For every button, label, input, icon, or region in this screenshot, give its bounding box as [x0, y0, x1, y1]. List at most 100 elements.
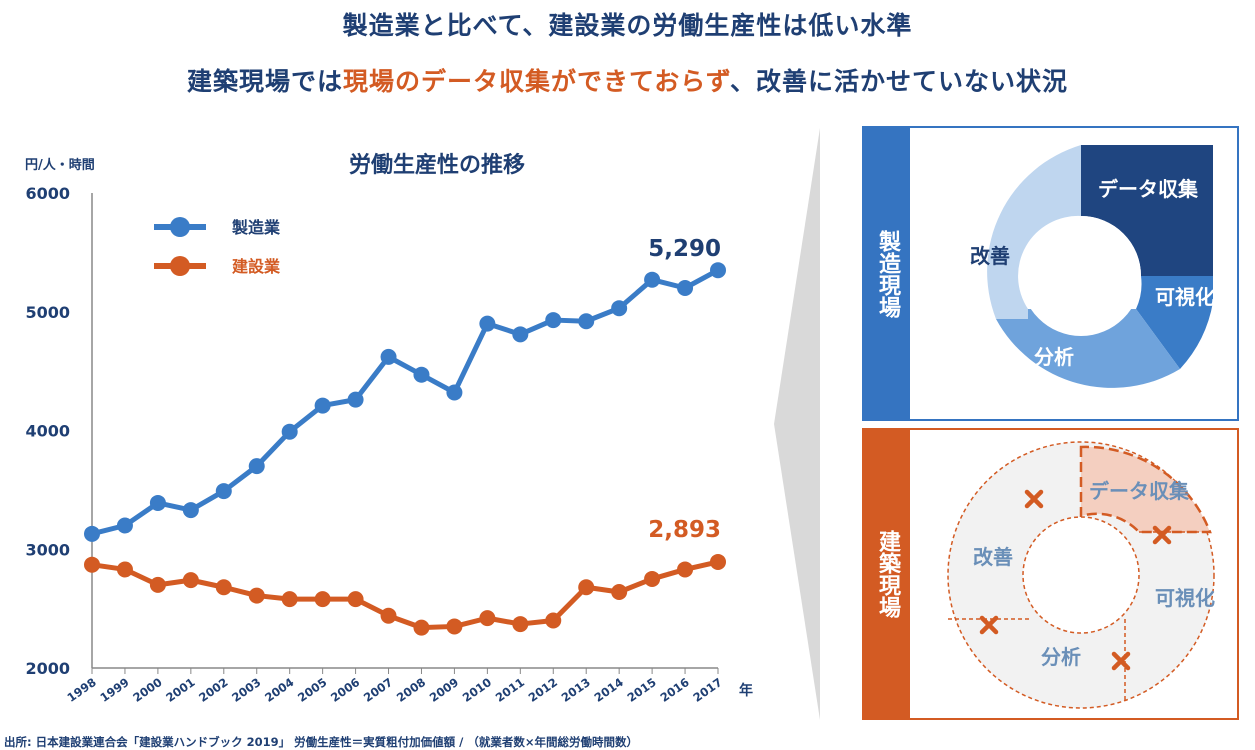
cross-mark-icon	[1024, 489, 1044, 509]
data-point-manufacturing	[611, 300, 628, 317]
data-point-construction	[545, 612, 562, 629]
data-point-manufacturing	[446, 384, 463, 401]
data-point-construction	[248, 587, 265, 604]
data-point-construction	[578, 579, 595, 596]
label-improve: 改善	[973, 545, 1013, 569]
segment-visualize	[1136, 276, 1213, 369]
data-point-manufacturing	[84, 525, 100, 542]
manufacturing-side-label: 製造現場	[864, 128, 910, 419]
x-tick-label: 2012	[526, 675, 560, 705]
data-point-manufacturing	[512, 326, 529, 343]
headline-highlight: 現場のデータ収集ができておらず	[342, 67, 730, 96]
source-note: 出所: 日本建設業連合会「建設業ハンドブック 2019」 労働生産性＝実質粗付加…	[4, 735, 638, 749]
segment-analyze	[996, 309, 1180, 388]
data-point-construction	[512, 616, 529, 633]
chart-title: 労働生産性の推移	[349, 152, 525, 178]
data-point-construction	[149, 576, 166, 593]
data-point-manufacturing	[644, 271, 661, 288]
data-point-manufacturing	[314, 397, 331, 414]
y-tick-label: 5000	[25, 303, 70, 322]
data-point-manufacturing	[710, 262, 726, 279]
headline-line-1: 製造業と比べて、建設業の労働生産性は低い水準	[342, 11, 913, 40]
data-point-construction	[413, 619, 430, 636]
data-point-manufacturing	[149, 494, 166, 511]
data-point-construction	[281, 591, 298, 608]
x-tick-label: 2015	[625, 675, 659, 705]
data-point-construction	[611, 584, 628, 600]
data-point-construction	[677, 561, 694, 578]
x-tick-label: 2010	[460, 675, 494, 705]
productivity-line-chart: 円/人・時間 労働生産性の推移 年 2000 3000 4000 5000 6000 19…	[25, 152, 753, 705]
data-point-manufacturing	[413, 366, 430, 383]
headline-line-2-part-1: 建築現場では	[186, 67, 343, 96]
x-tick-label: 2001	[163, 675, 197, 705]
donut-hole	[1022, 516, 1140, 634]
data-point-construction	[446, 618, 463, 635]
segment-data-collection	[1079, 445, 1212, 534]
x-tick-label: 2014	[592, 675, 626, 705]
y-tick-label: 6000	[25, 184, 70, 203]
x-tick-label: 2005	[295, 675, 329, 705]
x-tick-label: 2006	[328, 675, 362, 705]
label-visualize: 可視化	[1155, 586, 1215, 610]
legend-marker-manufacturing	[170, 217, 190, 237]
end-label-construction: 2,893	[648, 517, 721, 543]
y-tick-label: 2000	[25, 659, 70, 678]
data-point-manufacturing	[677, 280, 694, 296]
x-tick-label: 2008	[394, 675, 428, 705]
label-improve: 改善	[970, 244, 1010, 268]
manufacturing-panel: 製造現場 データ収集 可視化 分析 改善	[862, 126, 1239, 421]
end-label-manufacturing: 5,290	[648, 236, 721, 262]
data-point-manufacturing	[182, 502, 199, 519]
data-point-manufacturing	[281, 423, 298, 440]
x-tick-label: 2002	[196, 675, 230, 705]
cross-mark-icon	[979, 615, 999, 635]
data-point-construction	[380, 607, 397, 624]
x-tick-label: 2000	[130, 675, 164, 705]
data-point-construction	[710, 553, 726, 570]
x-tick-label: 2003	[229, 675, 263, 705]
x-tick-label: 2004	[262, 675, 296, 705]
x-tick-label: 2009	[427, 675, 461, 705]
data-point-manufacturing	[479, 315, 496, 332]
data-point-manufacturing	[116, 517, 133, 534]
data-point-manufacturing	[578, 313, 595, 330]
y-tick-label: 4000	[25, 422, 70, 441]
data-point-construction	[182, 572, 199, 589]
x-tick-label: 2017	[690, 675, 724, 705]
x-tick-label: 2007	[361, 675, 395, 705]
data-point-manufacturing	[248, 458, 265, 475]
cross-mark-icon	[1152, 525, 1172, 545]
callout-funnel-shape	[774, 128, 820, 720]
x-tick-label: 2016	[658, 675, 692, 705]
legend-label-construction: 建設業	[232, 257, 281, 276]
y-axis-label: 円/人・時間	[25, 157, 95, 173]
x-tick-label: 2011	[493, 675, 527, 705]
data-point-construction	[84, 556, 100, 573]
segment-data-collection	[1081, 145, 1213, 276]
data-point-construction	[347, 591, 364, 608]
data-point-construction	[215, 579, 232, 596]
data-point-construction	[116, 561, 133, 578]
data-point-construction	[314, 591, 331, 608]
data-point-manufacturing	[215, 483, 232, 500]
x-tick-label: 2013	[559, 675, 593, 705]
data-point-manufacturing	[347, 391, 364, 408]
data-point-construction	[644, 570, 661, 587]
label-data-collection: データ収集	[1098, 177, 1199, 201]
donut-hole	[1021, 216, 1141, 336]
construction-cycle-donut: データ収集 可視化 分析 改善	[947, 441, 1215, 709]
label-visualize: 可視化	[1155, 285, 1215, 309]
construction-panel: 建築現場 データ収集 可視化 分析 改善	[862, 428, 1239, 720]
headline-line-2-part-2: 、改善に活かせていない状況	[730, 67, 1069, 96]
label-data-collection: データ収集	[1089, 479, 1190, 503]
data-point-construction	[479, 610, 496, 627]
legend-label-manufacturing: 製造業	[231, 218, 281, 237]
x-tick-label: 1999	[97, 675, 131, 705]
legend-marker-construction	[170, 256, 190, 276]
y-tick-label: 3000	[25, 540, 70, 559]
headline-line-2: 建築現場では現場のデータ収集ができておらず、改善に活かせていない状況	[0, 62, 1255, 98]
data-point-manufacturing	[380, 348, 397, 365]
construction-side-label: 建築現場	[864, 430, 910, 718]
label-analyze: 分析	[1034, 345, 1074, 369]
